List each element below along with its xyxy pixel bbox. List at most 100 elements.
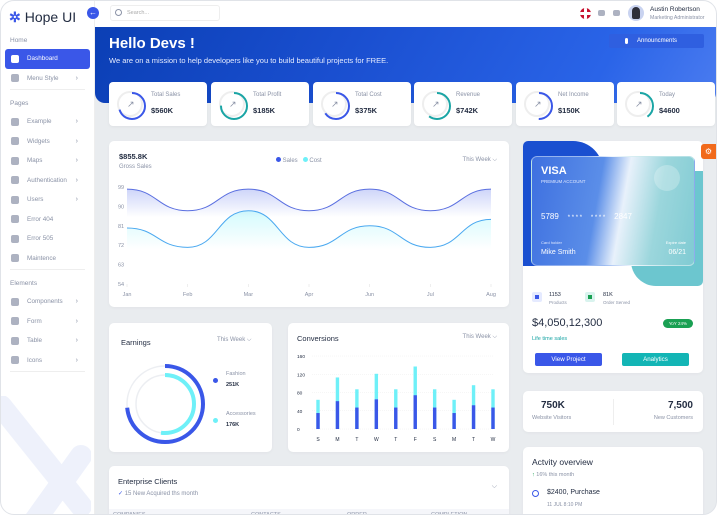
app-name: Hope UI [24, 9, 77, 25]
svg-text:M: M [452, 437, 456, 443]
lifetime-sales-value: $4,050,12,300 [532, 317, 603, 329]
cart-icon [585, 292, 595, 302]
progress-ring: ↗ [321, 91, 350, 120]
chevron-right-icon: › [75, 337, 78, 345]
stat-card-revenue[interactable]: ↗ Revenue $742K [414, 82, 512, 126]
analytics-button[interactable]: Analytics [622, 353, 689, 366]
svg-text:80: 80 [297, 391, 303, 397]
chevron-right-icon: › [75, 137, 78, 145]
user-name[interactable]: Austin Robertson [650, 6, 700, 13]
card-expire-label: Expire date [665, 240, 686, 245]
divider [10, 89, 85, 90]
form-icon [11, 317, 19, 326]
sidebar-item-error-404[interactable]: Error 404 [5, 210, 90, 230]
shield-icon [11, 176, 19, 185]
sidebar-item-maintence[interactable]: Maintence [5, 249, 90, 269]
svg-text:Apr: Apr [305, 292, 314, 298]
activity-growth: ↑ 16% this month [532, 472, 575, 478]
menu-style-icon [11, 74, 19, 83]
arrow-up-right-icon: ↗ [635, 99, 643, 109]
chevron-right-icon: › [75, 176, 78, 184]
activity-time: 11 JUL 8:10 PM [547, 502, 583, 508]
stat-card-total-cost[interactable]: ↗ Total Cost $375K [313, 82, 411, 126]
clients-table-header: COMPANIES CONTACTS ORDER COMPLETION [109, 509, 509, 514]
sidebar-section-title: Pages [10, 100, 29, 107]
sidebar-item-authentication[interactable]: Authentication › [5, 171, 90, 191]
visitors-label: Website Visitors [532, 415, 572, 421]
sidebar-item-table[interactable]: Table › [5, 331, 90, 351]
arrow-up-right-icon: ↗ [331, 99, 339, 109]
chevron-down-icon[interactable]: ⌵ [491, 483, 497, 490]
settings-gear-button[interactable]: ⚙ [701, 144, 716, 159]
stat-card-net-income[interactable]: ↗ Net Income $150K [516, 82, 614, 126]
sidebar-item-menu-style[interactable]: Menu Style › [5, 69, 90, 89]
widget-icon [11, 137, 19, 146]
sidebar-item-maps[interactable]: Maps › [5, 151, 90, 171]
legend-label: Fashion [226, 371, 246, 377]
stat-card-total-profit[interactable]: ↗ Total Profit $185K [211, 82, 309, 126]
sidebar-item-widgets[interactable]: Widgets › [5, 132, 90, 152]
svg-text:90: 90 [118, 204, 124, 210]
svg-text:T: T [472, 437, 475, 443]
chevron-right-icon: › [75, 356, 78, 364]
progress-ring: ↗ [625, 91, 654, 120]
stat-card-today[interactable]: ↗ Today $4600 [617, 82, 715, 126]
stat-label: Total Sales [151, 92, 181, 98]
hero-title: Hello Devs ! [109, 35, 195, 52]
gross-sales-label: Gross Sales [119, 164, 152, 170]
sidebar-item-error-505[interactable]: Error 505 [5, 229, 90, 249]
topbar: ← Search... Austin Robertson Marketing A… [87, 1, 716, 27]
activity-title: Actvity overview [532, 457, 593, 467]
warning-icon [11, 234, 19, 243]
logo[interactable]: ✲ Hope UI [1, 1, 94, 27]
legend-label: Accessories [226, 411, 256, 417]
svg-text:Jul: Jul [427, 292, 434, 298]
language-flag-icon[interactable] [580, 8, 591, 19]
chevron-right-icon: › [75, 298, 78, 306]
sidebar-item-example[interactable]: Example › [5, 112, 90, 132]
orders-count: 81K [603, 292, 613, 298]
progress-ring: ↗ [219, 91, 248, 120]
stat-value: $742K [456, 106, 479, 115]
logo-icon: ✲ [9, 8, 21, 25]
card-tier: PREMIUM ACCOUNT [541, 179, 586, 184]
svg-text:Jan: Jan [123, 292, 132, 298]
bell-icon[interactable] [598, 10, 605, 16]
gross-sales-card: $855.8K Gross Sales Sales Cost This Week… [109, 141, 509, 307]
svg-text:W: W [374, 437, 379, 443]
gross-sales-filter-dropdown[interactable]: This Week [463, 157, 497, 164]
search-input[interactable]: Search... [110, 5, 220, 21]
maintenance-icon [11, 254, 19, 263]
visa-card[interactable]: VISA PREMIUM ACCOUNT 5789 * * * * * * * … [531, 156, 695, 266]
sidebar-item-dashboard[interactable]: Dashboard [5, 49, 90, 69]
sidebar-item-components[interactable]: Components › [5, 292, 90, 312]
sidebar-toggle-button[interactable]: ← [87, 7, 99, 19]
card-chip-circle [654, 165, 680, 191]
avatar[interactable] [628, 5, 644, 21]
chevron-right-icon: › [75, 118, 78, 126]
stat-card-total-sales[interactable]: ↗ Total Sales $560K [109, 82, 207, 126]
earnings-filter-dropdown[interactable]: This Week [217, 337, 251, 344]
yoy-badge: YoY 24% [662, 319, 693, 328]
mail-icon[interactable] [613, 10, 620, 16]
progress-ring: ↗ [422, 91, 451, 120]
enterprise-clients-card: Enterprise Clients ✓ 15 New Acquired ths… [109, 466, 509, 514]
svg-text:Feb: Feb [183, 292, 192, 298]
announcements-button[interactable]: Announcments [609, 34, 704, 48]
activity-item: $2400, Purchase [547, 489, 600, 496]
svg-text:120: 120 [297, 372, 305, 378]
stat-value: $560K [151, 106, 174, 115]
sidebar-item-users[interactable]: Users › [5, 190, 90, 210]
sidebar-item-icons[interactable]: Icons › [5, 351, 90, 371]
error-icon [11, 215, 19, 224]
products-count: 1153 [549, 292, 561, 298]
earnings-donut-chart [125, 364, 205, 444]
components-icon [11, 297, 19, 306]
svg-text:S: S [433, 437, 437, 443]
stat-label: Total Profit [253, 92, 282, 98]
sidebar: ✲ Hope UI Home Dashboard Menu Style › Pages Ex… [1, 1, 95, 514]
sidebar-item-form[interactable]: Form › [5, 312, 90, 332]
conversions-filter-dropdown[interactable]: This Week [463, 334, 497, 341]
sidebar-section-title: Home [10, 37, 28, 44]
view-project-button[interactable]: View Project [535, 353, 602, 366]
